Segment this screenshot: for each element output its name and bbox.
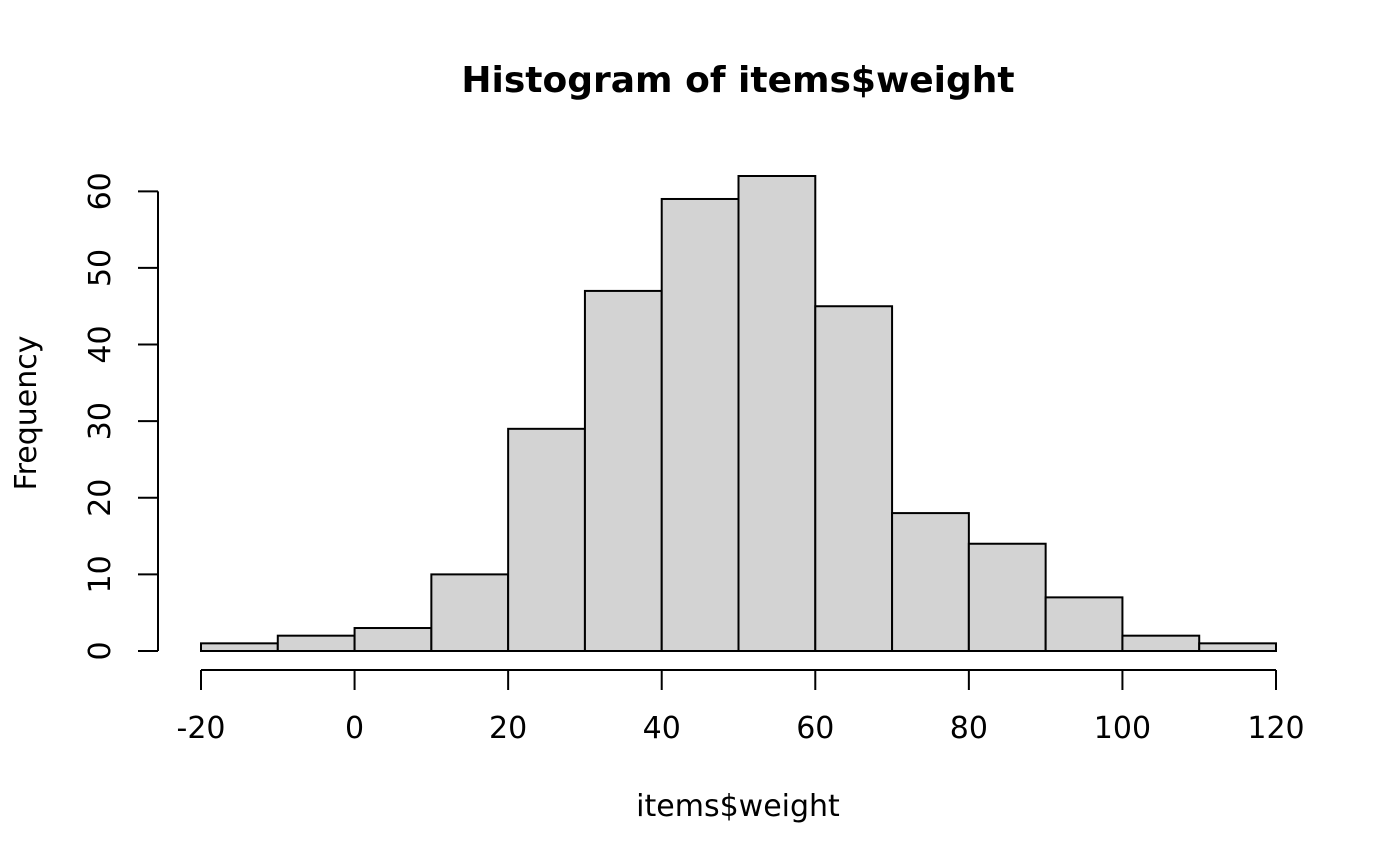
y-tick-label: 40 bbox=[83, 325, 118, 363]
x-axis: -20 0 20 40 60 80 100 120 bbox=[177, 669, 1305, 746]
y-tick-label: 0 bbox=[83, 641, 118, 660]
histogram-bar bbox=[891, 512, 970, 653]
x-tick-label: 60 bbox=[796, 711, 834, 746]
histogram-bar bbox=[1121, 634, 1201, 653]
y-axis-label: Frequency bbox=[9, 336, 44, 491]
histogram-bar bbox=[967, 542, 1047, 653]
y-tick-label: 10 bbox=[83, 555, 118, 593]
histogram-bar bbox=[200, 642, 279, 652]
histogram-bar bbox=[1044, 596, 1124, 653]
chart-title: Histogram of items$weight bbox=[461, 60, 1014, 101]
histogram-bar bbox=[507, 427, 586, 652]
histogram-bar bbox=[430, 573, 510, 652]
y-tick-label: 30 bbox=[83, 402, 118, 440]
histogram-bar bbox=[353, 627, 433, 652]
histogram-bar bbox=[814, 305, 894, 652]
x-tick-label: -20 bbox=[177, 711, 226, 746]
y-tick-label: 50 bbox=[83, 249, 118, 287]
x-tick-label: 20 bbox=[489, 711, 527, 746]
x-tick-label: 120 bbox=[1247, 711, 1304, 746]
histogram-bar bbox=[276, 634, 356, 653]
y-axis: 0 10 20 30 40 50 60 bbox=[83, 172, 159, 661]
x-axis-label: items$weight bbox=[636, 789, 840, 824]
histogram-bar bbox=[737, 175, 817, 652]
histogram-bar bbox=[660, 197, 740, 653]
histogram-bar bbox=[1198, 642, 1277, 652]
x-tick-label: 0 bbox=[345, 711, 364, 746]
y-tick-label: 20 bbox=[83, 479, 118, 517]
x-tick-label: 100 bbox=[1094, 711, 1151, 746]
histogram-bar bbox=[583, 289, 663, 652]
bars-group bbox=[200, 175, 1277, 653]
x-tick-label: 80 bbox=[950, 711, 988, 746]
x-tick-label: 40 bbox=[643, 711, 681, 746]
y-tick-label: 60 bbox=[83, 172, 118, 210]
